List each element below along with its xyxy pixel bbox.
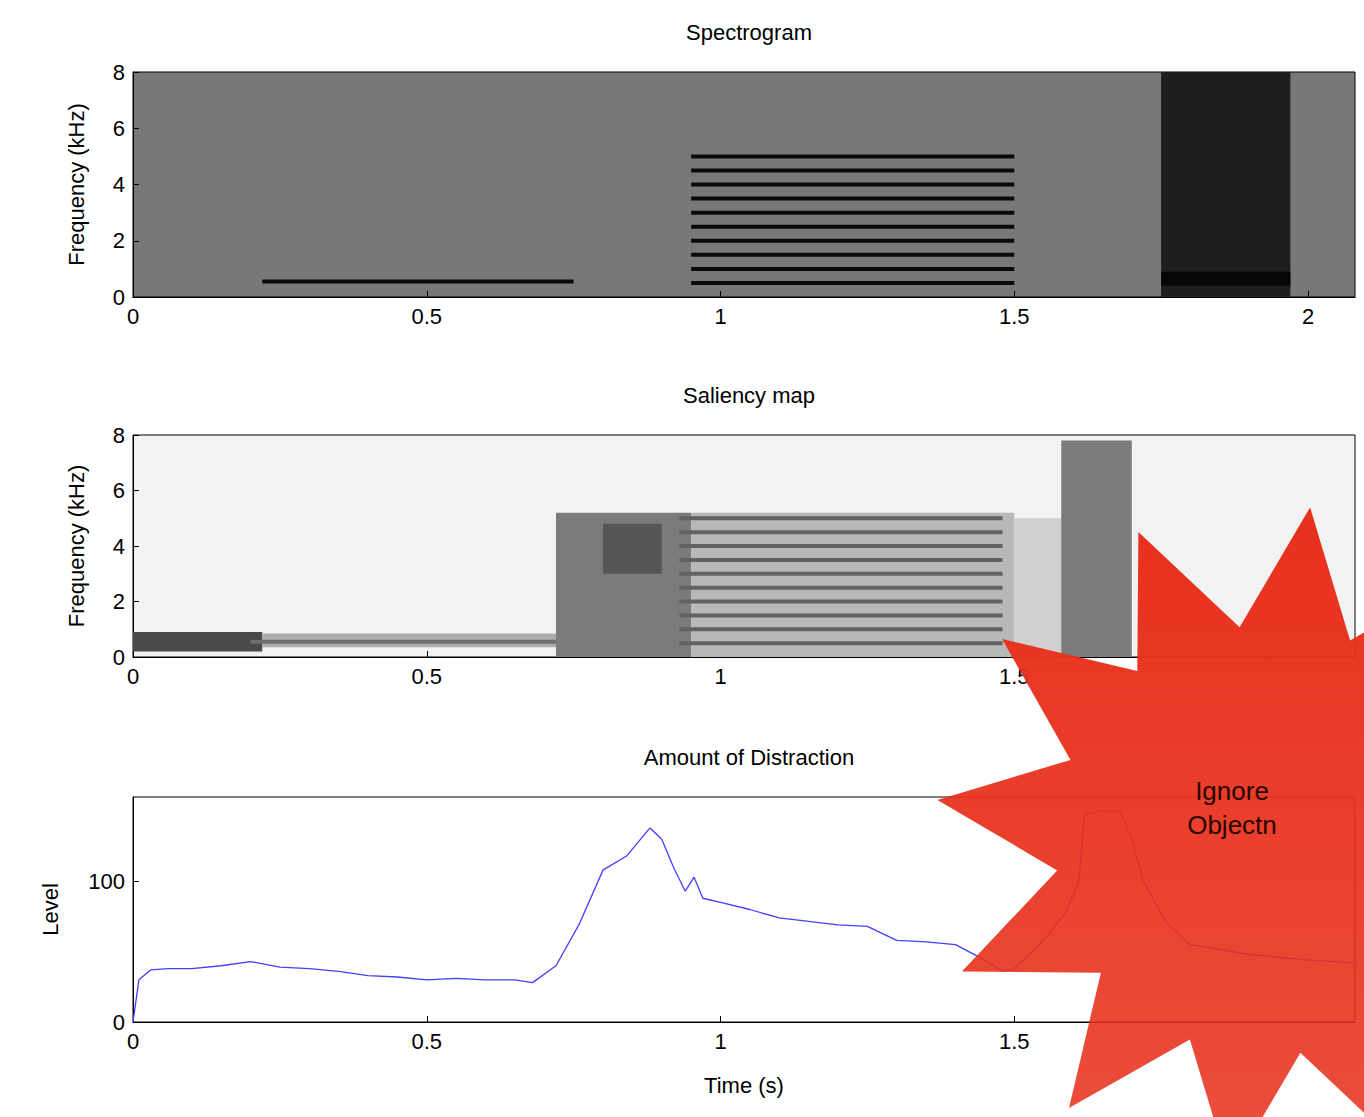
svg-text:0.5: 0.5 <box>411 1029 442 1054</box>
svg-text:0: 0 <box>113 1010 125 1035</box>
svg-text:1.5: 1.5 <box>999 664 1030 689</box>
svg-text:1: 1 <box>714 304 726 329</box>
svg-text:0: 0 <box>113 285 125 310</box>
svg-text:6: 6 <box>113 478 125 503</box>
svg-text:4: 4 <box>113 172 125 197</box>
svg-text:2: 2 <box>113 228 125 253</box>
svg-text:1: 1 <box>714 1029 726 1054</box>
svg-text:Amount of Distraction: Amount of Distraction <box>644 745 854 770</box>
svg-text:0: 0 <box>127 664 139 689</box>
svg-text:Level: Level <box>38 883 63 936</box>
svg-text:1.5: 1.5 <box>999 1029 1030 1054</box>
svg-text:100: 100 <box>88 869 125 894</box>
svg-text:8: 8 <box>113 60 125 85</box>
svg-text:Spectrogram: Spectrogram <box>686 20 812 45</box>
svg-text:Frequency (kHz): Frequency (kHz) <box>64 465 89 628</box>
svg-text:4: 4 <box>113 534 125 559</box>
svg-text:0.5: 0.5 <box>411 304 442 329</box>
svg-text:6: 6 <box>113 116 125 141</box>
svg-text:8: 8 <box>113 423 125 448</box>
svg-text:Saliency map: Saliency map <box>683 383 815 408</box>
svg-text:1.5: 1.5 <box>999 304 1030 329</box>
svg-text:1: 1 <box>714 664 726 689</box>
svg-text:0: 0 <box>127 1029 139 1054</box>
svg-text:0.5: 0.5 <box>411 664 442 689</box>
svg-text:Frequency (kHz): Frequency (kHz) <box>64 103 89 266</box>
svg-text:2: 2 <box>113 589 125 614</box>
svg-text:Time (s): Time (s) <box>704 1073 784 1098</box>
svg-text:0: 0 <box>127 304 139 329</box>
svg-text:Ignore: Ignore <box>1195 776 1269 806</box>
svg-text:0: 0 <box>113 645 125 670</box>
svg-text:2: 2 <box>1302 304 1314 329</box>
svg-text:Objectn: Objectn <box>1187 810 1277 840</box>
